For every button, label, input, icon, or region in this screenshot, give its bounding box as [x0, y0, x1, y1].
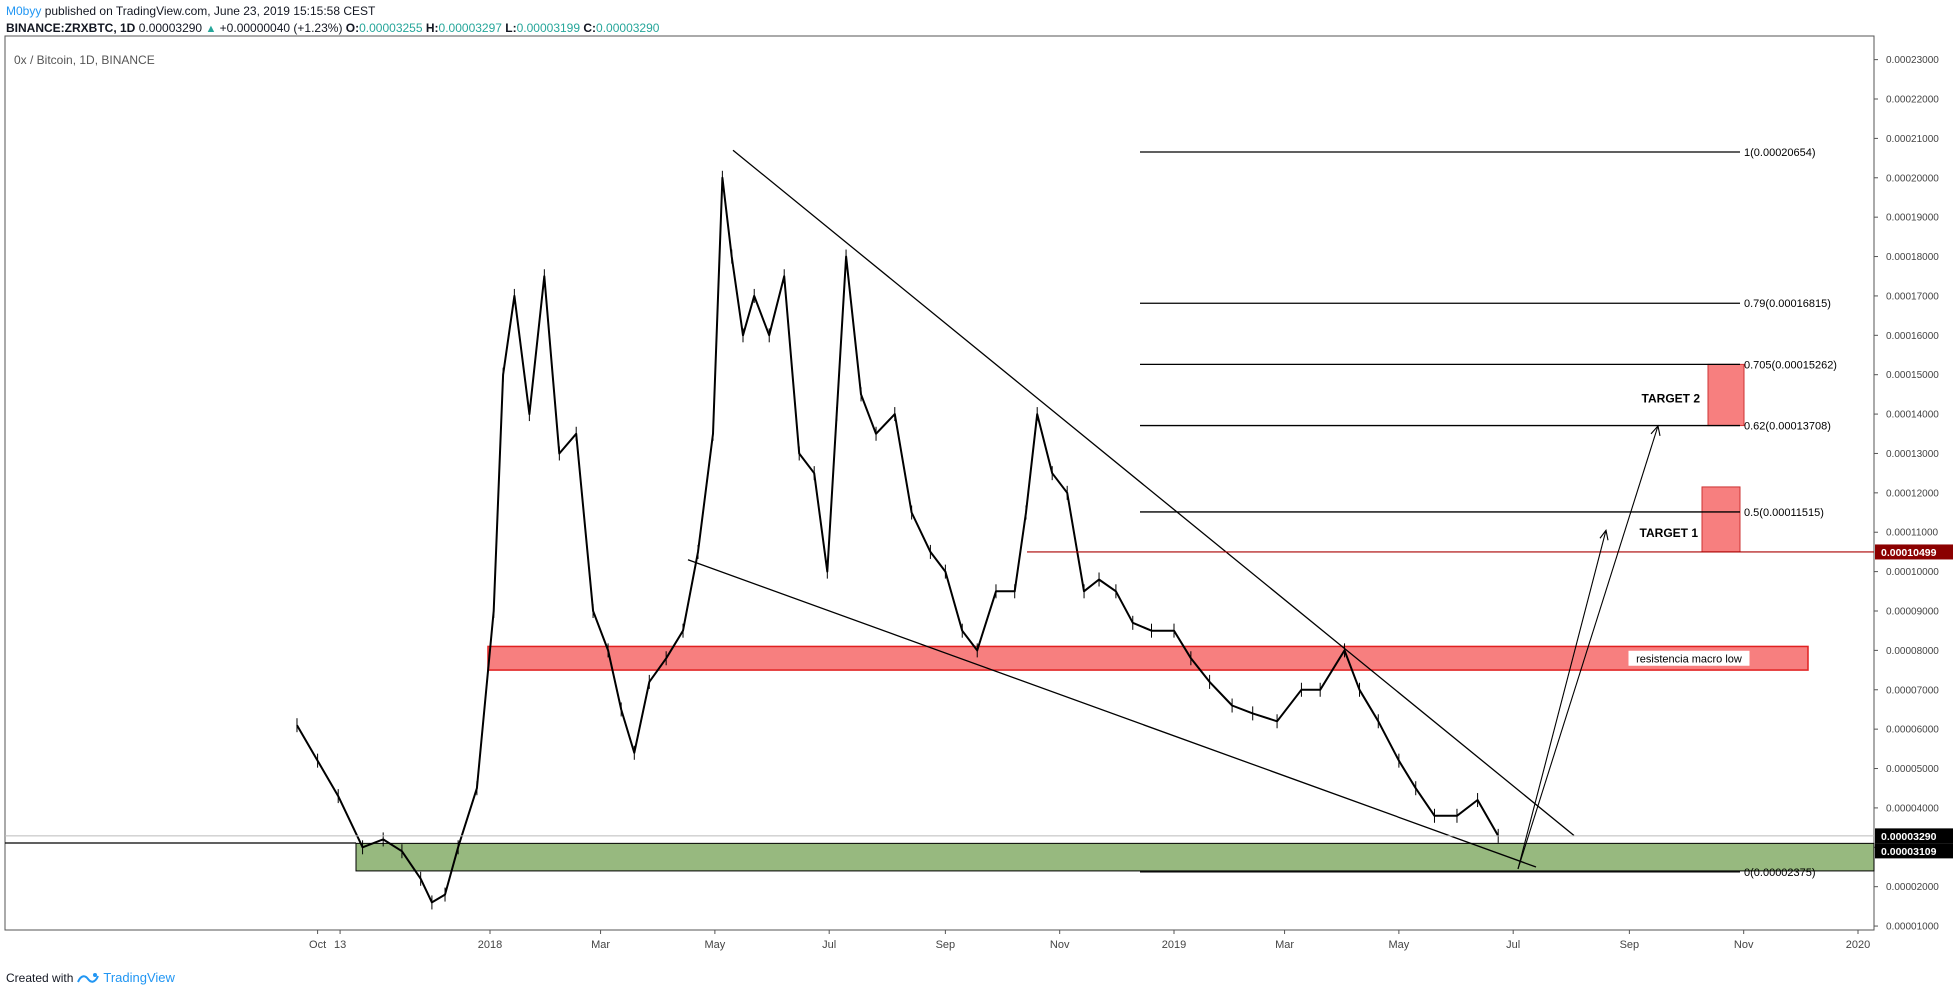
- arrow-head-target-2: [1650, 424, 1661, 437]
- time-tick-label: May: [1388, 939, 1409, 951]
- fib-level-label: 0(0.00002375): [1744, 867, 1816, 879]
- time-tick-label: Jul: [1506, 939, 1520, 951]
- price-tag-label: 0.00010499: [1881, 547, 1937, 559]
- target-1-label: TARGET 1: [1640, 526, 1699, 540]
- time-tick-label: 2019: [1162, 939, 1186, 951]
- footer: Created with TradingView: [6, 970, 175, 985]
- fib-level-label: 0.705(0.00015262): [1744, 359, 1837, 371]
- price-tag-label: 0.00003109: [1881, 846, 1937, 858]
- high-label: H:: [425, 21, 439, 35]
- price-tick-label: 0.00014000: [1886, 410, 1939, 421]
- tradingview-logo-icon: [77, 972, 100, 983]
- tradingview-brand-link[interactable]: TradingView: [103, 970, 175, 985]
- price-tick-label: 0.00010000: [1886, 567, 1939, 578]
- price-tick-label: 0.00015000: [1886, 370, 1939, 381]
- high-value: 0.00003297: [438, 21, 502, 35]
- time-axis[interactable]: Oct 13 2018 Mar May Jul Sep Nov 2019 Mar May Jul Sep…: [309, 930, 1870, 951]
- price-tag-box: [1875, 544, 1953, 560]
- time-tick-label: 2020: [1846, 939, 1870, 951]
- time-tick-label: Jul: [822, 939, 836, 951]
- time-tick-label: 13: [334, 939, 346, 951]
- price-tick-label: 0.00004000: [1886, 803, 1939, 814]
- time-tick-label: Sep: [936, 939, 956, 951]
- target-2-box: [1707, 363, 1745, 427]
- price-tick-label: 0.00018000: [1886, 252, 1939, 263]
- open-label: O:: [345, 21, 360, 35]
- target-2-label: TARGET 2: [1642, 391, 1701, 405]
- resistance-zone: [487, 645, 1809, 671]
- time-tick-label: Nov: [1734, 939, 1754, 951]
- time-tick-label: Nov: [1050, 939, 1070, 951]
- descending-trendline-upper: [732, 149, 1575, 836]
- open-value: 0.00003255: [359, 21, 423, 35]
- fib-level-label: 0.62(0.00013708): [1744, 421, 1831, 433]
- price-tick-label: 0.00016000: [1886, 331, 1939, 342]
- price-tick-label: 0.00011000: [1886, 528, 1939, 539]
- arrow-to-target-1: [1517, 530, 1607, 870]
- price-change: +0.00000040 (+1.23%): [219, 21, 343, 35]
- arrow-head-target-1: [1599, 528, 1609, 541]
- price-tag-box: [1875, 843, 1953, 859]
- time-tick-label: Oct: [309, 939, 326, 951]
- arrow-to-target-2: [1517, 425, 1659, 870]
- last-price: 0.00003290: [138, 21, 203, 35]
- price-tick-label: 0.00009000: [1886, 606, 1939, 617]
- price-tick-label: 0.00001000: [1886, 922, 1939, 933]
- time-tick-label: Sep: [1620, 939, 1640, 951]
- close-value: 0.00003290: [596, 21, 660, 35]
- price-line: [296, 176, 1500, 904]
- price-tick-label: 0.00005000: [1886, 764, 1939, 775]
- price-tag-box: [1875, 828, 1953, 844]
- symbol-line: BINANCE:ZRXBTC, 1D: [6, 21, 136, 35]
- resistance-label: resistencia macro low: [1636, 653, 1742, 665]
- price-tags: 0.00010499 0.00003290 0.00003109: [1875, 544, 1953, 859]
- price-tick-label: 0.00020000: [1886, 173, 1939, 184]
- drawings: 1(0.00020654) 0.79(0.00016815) 0.705(0.000…: [5, 147, 1874, 879]
- plot-area[interactable]: [4, 35, 1875, 931]
- author-link[interactable]: M0byy: [6, 4, 42, 18]
- close-label: C:: [583, 21, 597, 35]
- price-tick-label: 0.00006000: [1886, 725, 1939, 736]
- fib-level-label: 1(0.00020654): [1744, 147, 1816, 159]
- publish-info: M0byy published on TradingView.com, June…: [6, 4, 375, 18]
- price-tick-label: 0.00017000: [1886, 291, 1939, 302]
- symbol-info: BINANCE:ZRXBTC, 1D 0.00003290 ▲ +0.00000…: [6, 21, 659, 35]
- fib-level-label: 0.5(0.00011515): [1744, 507, 1824, 519]
- zones: [355, 363, 1875, 872]
- descending-trendline-lower: [687, 559, 1537, 868]
- target-1-box: [1701, 486, 1741, 553]
- price-tick-label: 0.00008000: [1886, 646, 1939, 657]
- price-tick-label: 0.00002000: [1886, 882, 1939, 893]
- low-label: L:: [505, 21, 517, 35]
- price-tick-label: 0.00007000: [1886, 685, 1939, 696]
- up-arrow-icon: ▲: [205, 23, 217, 35]
- time-tick-label: May: [704, 939, 725, 951]
- price-tick-label: 0.00013000: [1886, 449, 1939, 460]
- price-tick-label: 0.00022000: [1886, 95, 1939, 106]
- price-tick-label: 0.00019000: [1886, 213, 1939, 224]
- price-tick-label: 0.00021000: [1886, 134, 1939, 145]
- resistance-label-box: [1627, 649, 1751, 667]
- support-zone: [355, 842, 1875, 872]
- price-tick-label: 0.00023000: [1886, 55, 1939, 66]
- price-series: [296, 170, 1500, 910]
- chart-title: 0x / Bitcoin, 1D, BINANCE: [14, 53, 155, 67]
- time-tick-label: Mar: [591, 939, 610, 951]
- price-axis[interactable]: 0.00023000 0.00022000 0.00021000 0.00020000…: [1874, 55, 1939, 933]
- price-tick-label: 0.00012000: [1886, 488, 1939, 499]
- fib-level-label: 0.79(0.00016815): [1744, 298, 1831, 310]
- created-with-text: Created with: [6, 970, 74, 985]
- published-text: published on TradingView.com, June 23, 2…: [44, 4, 376, 18]
- time-tick-label: Mar: [1275, 939, 1294, 951]
- price-tag-label: 0.00003290: [1881, 831, 1937, 843]
- low-value: 0.00003199: [516, 21, 581, 35]
- time-tick-label: 2018: [478, 939, 502, 951]
